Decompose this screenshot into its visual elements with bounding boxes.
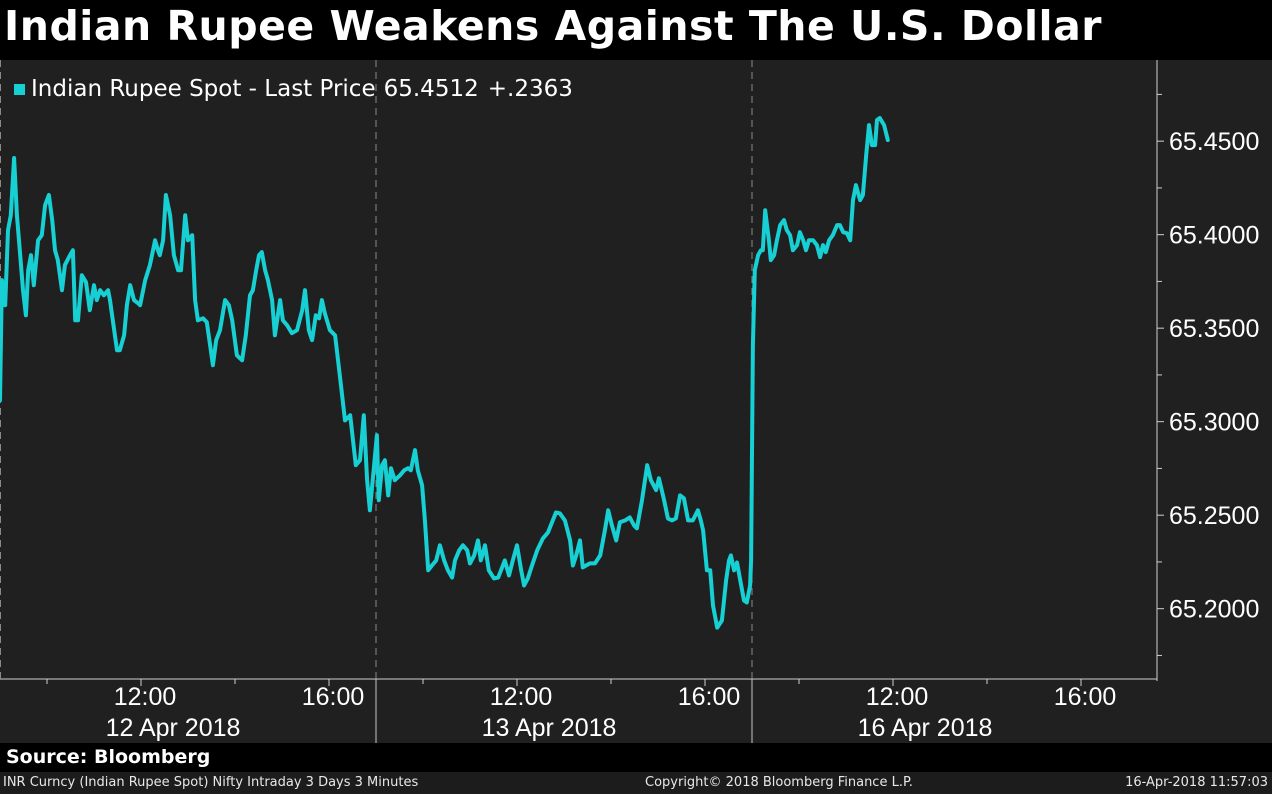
y-tick-label: 65.2500: [1169, 502, 1259, 530]
y-tick-label: 65.2000: [1169, 596, 1259, 624]
legend-last-price: 65.4512: [383, 76, 479, 102]
footer-description: INR Curncy (Indian Rupee Spot) Nifty Int…: [3, 775, 419, 790]
y-tick-label: 65.3000: [1169, 409, 1259, 437]
title-bar: Indian Rupee Weakens Against The U.S. Do…: [0, 0, 1272, 60]
legend-change: +.2363: [487, 76, 573, 102]
footer-timestamp: 16-Apr-2018 11:57:03: [1125, 775, 1268, 790]
source-label: Source: Bloomberg: [6, 746, 211, 768]
chart-title: Indian Rupee Weakens Against The U.S. Do…: [4, 2, 1102, 50]
legend-label: Indian Rupee Spot - Last Price: [31, 76, 376, 102]
series-line: [0, 116, 890, 630]
x-tick-label: 16:00: [1054, 683, 1117, 711]
legend-swatch: [14, 83, 25, 95]
x-tick-label: 12:00: [114, 683, 177, 711]
x-session-label: 13 Apr 2018: [482, 714, 617, 742]
x-tick-label: 12:00: [866, 683, 929, 711]
x-session-label: 12 Apr 2018: [106, 714, 241, 742]
footer-copyright: Copyright© 2018 Bloomberg Finance L.P.: [645, 775, 913, 790]
x-session-label: 16 Apr 2018: [858, 714, 993, 742]
legend: Indian Rupee Spot - Last Price 65.4512 +…: [14, 76, 573, 102]
footer: INR Curncy (Indian Rupee Spot) Nifty Int…: [0, 772, 1272, 794]
x-tick-label: 16:00: [302, 683, 365, 711]
y-tick-label: 65.4000: [1169, 222, 1259, 250]
x-tick-label: 12:00: [490, 683, 553, 711]
source-bar: Source: Bloomberg: [0, 743, 1272, 772]
y-tick-label: 65.3500: [1169, 315, 1259, 343]
chart-area: 12 Apr 2018 13 Apr 2018 16 Apr 2018 12:00 16…: [0, 60, 1259, 743]
y-tick-label: 65.4500: [1169, 128, 1259, 156]
x-tick-label: 16:00: [678, 683, 741, 711]
